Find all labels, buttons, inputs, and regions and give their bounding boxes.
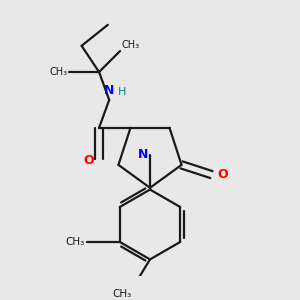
Text: N: N (138, 148, 148, 161)
Text: O: O (217, 168, 227, 181)
Text: O: O (83, 154, 94, 167)
Text: CH₃: CH₃ (122, 40, 140, 50)
Text: CH₃: CH₃ (66, 237, 85, 247)
Text: N: N (104, 85, 114, 98)
Text: CH₃: CH₃ (50, 67, 68, 77)
Text: H: H (118, 88, 126, 98)
Text: CH₃: CH₃ (112, 289, 131, 299)
